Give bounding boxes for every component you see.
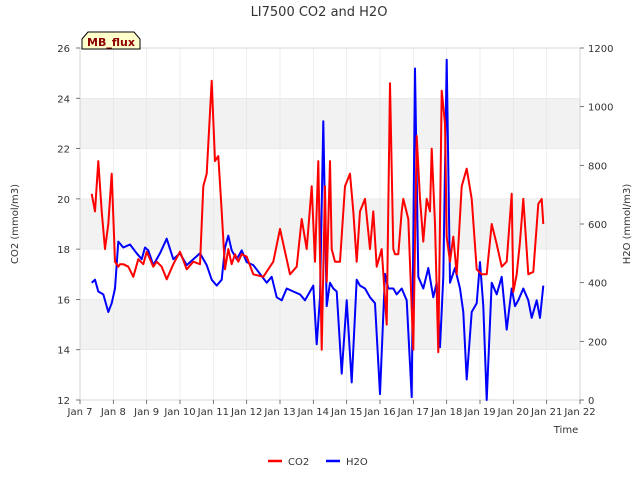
plot-band (80, 299, 580, 350)
series-layer (90, 58, 545, 401)
badge-box (81, 31, 141, 50)
x-tick-label: Jan 17 (397, 407, 429, 418)
x-tick-label: Jan 8 (100, 407, 126, 418)
x-tick-label: Jan 18 (430, 407, 462, 418)
series-line-h2o (91, 58, 545, 401)
x-axis-label: Time (553, 425, 578, 436)
x-tick-label: Jan 11 (197, 407, 229, 418)
plot-band (80, 48, 580, 99)
badge: MB_flux (81, 31, 141, 50)
y-right-tick-label: 0 (588, 396, 594, 407)
y-axis-right: 0 200 400 600 800 1000 1200 (580, 44, 613, 407)
x-tick-label: Jan 21 (530, 407, 562, 418)
x-tick-label: Jan 20 (497, 407, 529, 418)
plot-background (80, 48, 580, 400)
x-tick-label: Jan 15 (330, 407, 362, 418)
x-tick-label: Jan 16 (363, 407, 395, 418)
y-axis-right-label: H2O (mmol/m3) (622, 184, 633, 265)
legend-label-h2o: H2O (346, 457, 368, 468)
y-right-tick-label: 1000 (588, 103, 613, 114)
plot-band (80, 349, 580, 400)
x-tick-label: Jan 12 (230, 407, 262, 418)
y-left-tick-label: 12 (57, 396, 70, 407)
x-tick-label: Jan 19 (463, 407, 495, 418)
y-axis-left: 12 14 16 18 20 22 24 26 (57, 44, 80, 407)
y-left-tick-label: 14 (57, 346, 70, 357)
x-tick-label: Jan 9 (133, 407, 159, 418)
badge-label: MB_flux (87, 36, 135, 49)
y-axis-left-label: CO2 (mmol/m3) (10, 184, 21, 264)
x-tick-label: Jan 7 (67, 407, 93, 418)
y-left-tick-label: 18 (57, 245, 70, 256)
x-tick-label: Jan 14 (297, 407, 329, 418)
y-right-tick-label: 1200 (588, 44, 613, 55)
y-left-tick-label: 22 (57, 145, 70, 156)
y-left-tick-label: 16 (57, 295, 70, 306)
x-tick-label: Jan 10 (163, 407, 195, 418)
plot-band (80, 98, 580, 149)
x-tick-label: Jan 22 (563, 407, 595, 418)
legend-label-co2: CO2 (288, 457, 309, 468)
y-left-tick-label: 26 (57, 44, 70, 55)
y-left-tick-label: 24 (57, 94, 70, 105)
y-right-tick-label: 400 (588, 279, 607, 290)
legend: CO2 H2O (268, 457, 368, 468)
y-left-tick-label: 20 (57, 195, 70, 206)
y-right-tick-label: 600 (588, 220, 607, 231)
y-right-tick-label: 800 (588, 161, 607, 172)
chart-title: LI7500 CO2 and H2O (251, 5, 388, 20)
plot-band (80, 249, 580, 300)
y-right-tick-label: 200 (588, 337, 607, 348)
series-line-co2 (90, 79, 545, 354)
x-tick-label: Jan 13 (263, 407, 295, 418)
x-axis: Jan 7 Jan 8 Jan 9 Jan 10 Jan 11 Jan 12 Jan 13 J… (67, 400, 596, 418)
